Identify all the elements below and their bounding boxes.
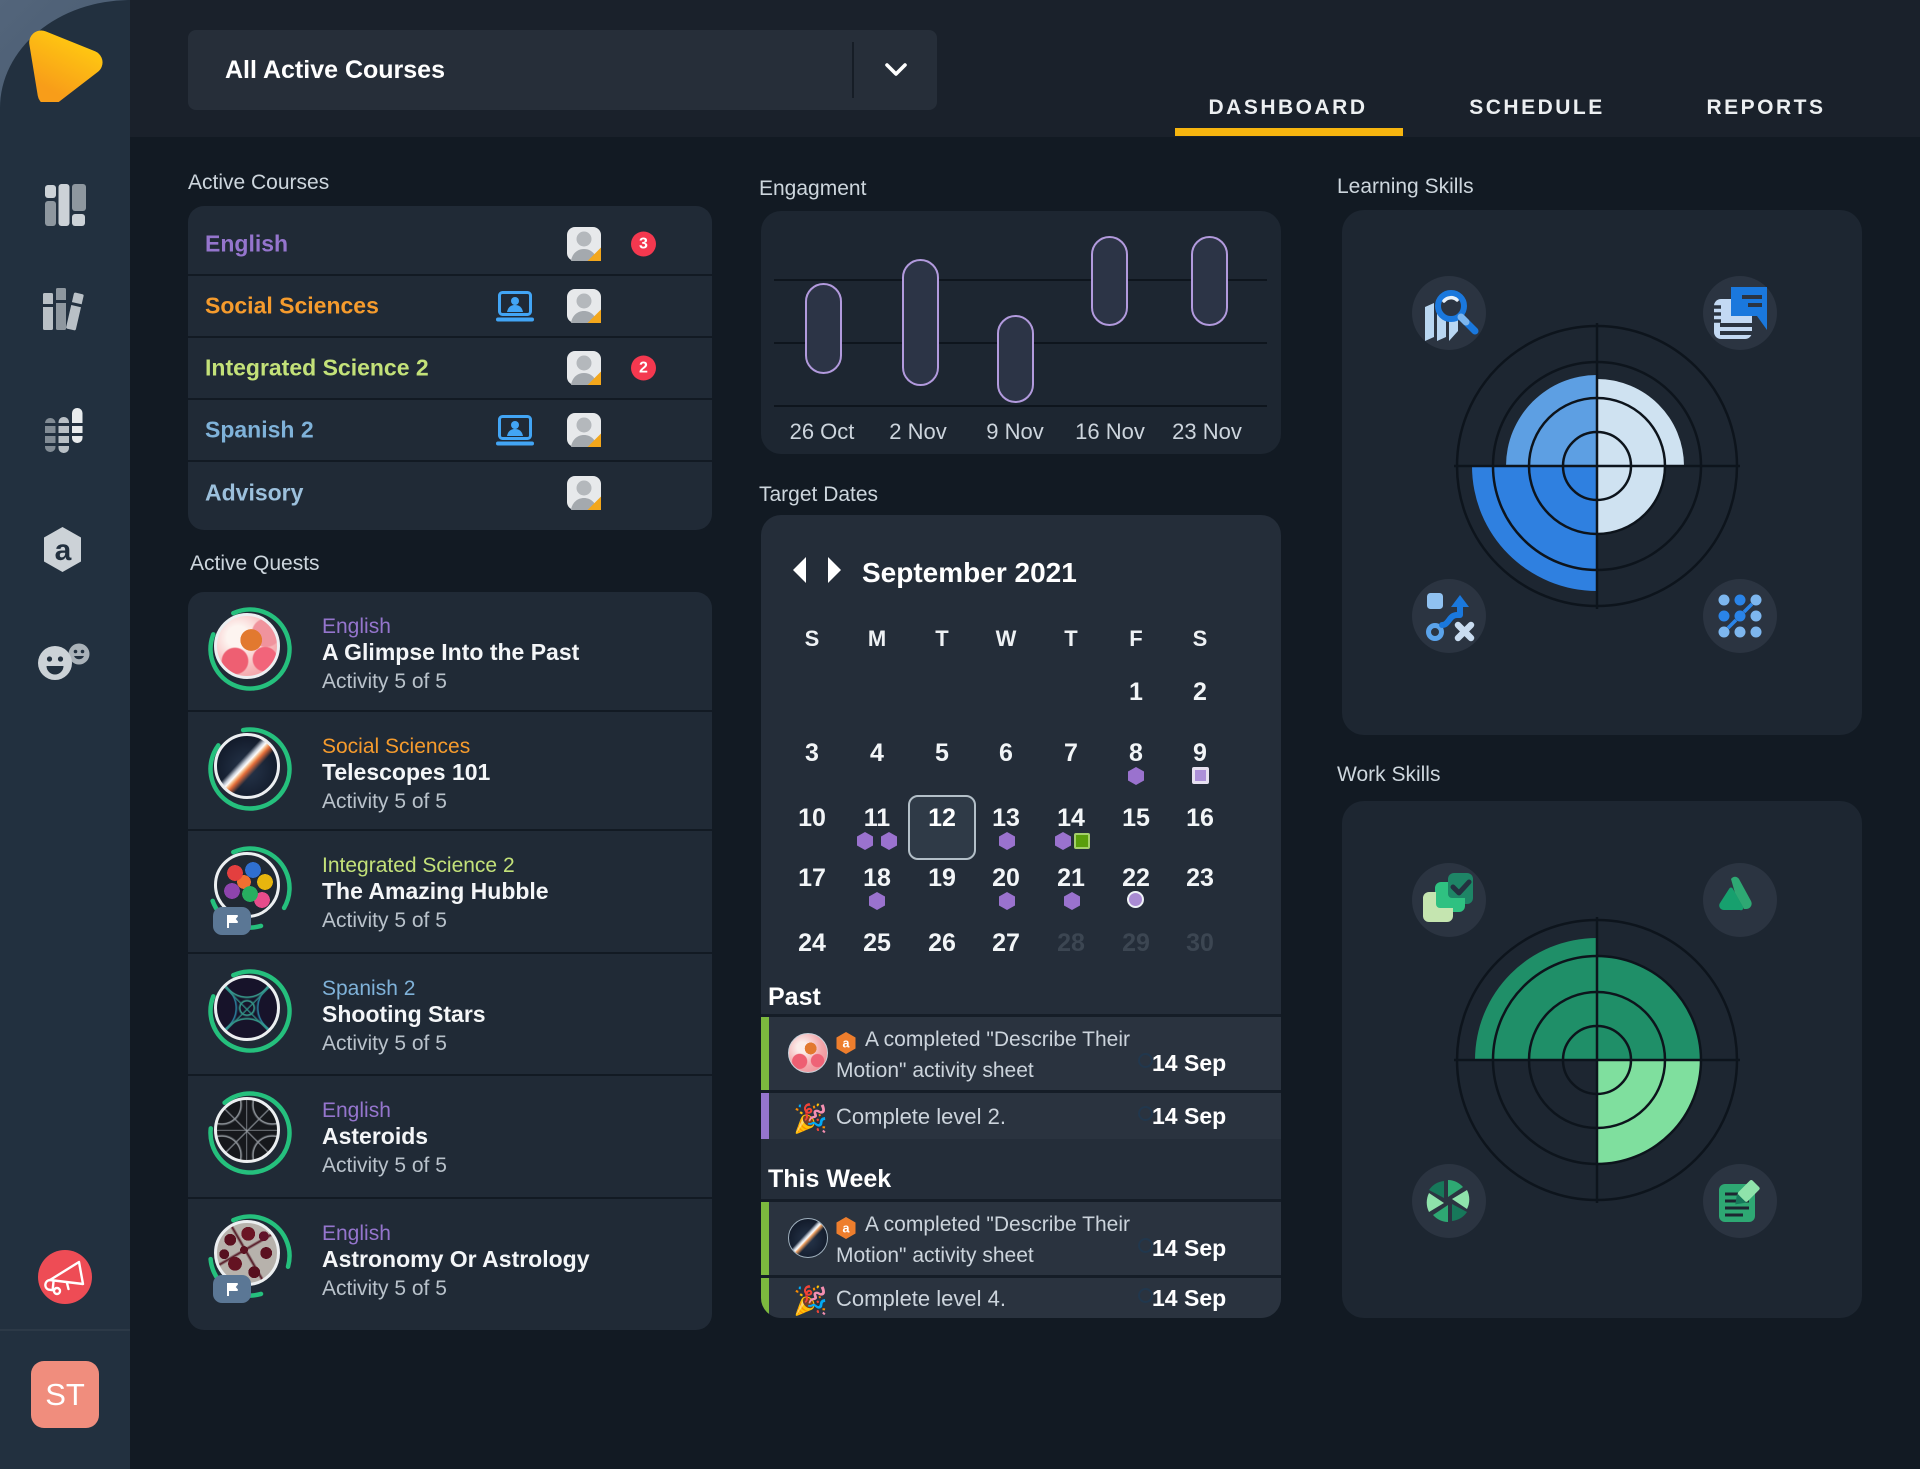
svg-text:a: a — [843, 1037, 851, 1051]
svg-text:a: a — [55, 534, 72, 567]
svg-text:a: a — [843, 1222, 851, 1236]
